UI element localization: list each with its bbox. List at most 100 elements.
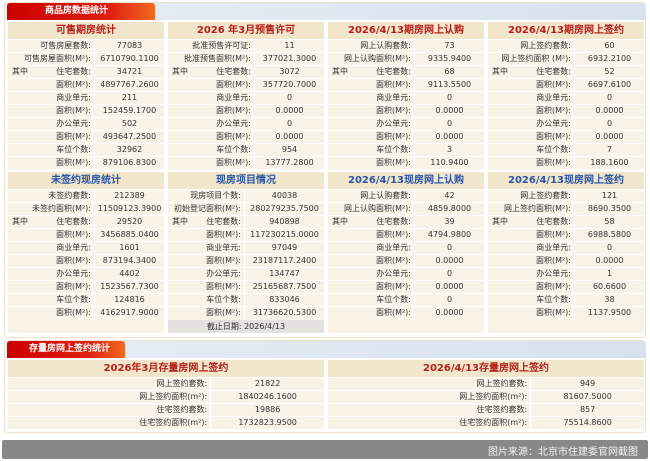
row-label: 商业单元: [536, 93, 571, 102]
row-value: 39 [414, 216, 484, 228]
stat-row: 现房项目个数: 40038 [168, 189, 324, 202]
row-label: 面积(M²): [375, 80, 411, 89]
row-label: 住宅签约面积(m²): [139, 418, 208, 427]
stat-row: 面积(M²): 1523567.7300 [8, 280, 164, 293]
row-value: 493647.2500 [94, 131, 164, 143]
row-value: 0.0000 [414, 255, 484, 267]
stat-row: 网上认购套数: 73 [328, 39, 484, 52]
row-value: 280279235.7500 [244, 203, 324, 215]
row-label: 面积(M²): [215, 158, 251, 167]
row-label: 车位个数: [56, 145, 91, 154]
row-prefix: 其中 [12, 217, 28, 226]
row-value: 110.9400 [414, 157, 484, 169]
stat-row: 办公单元: 0 [328, 117, 484, 130]
row-label: 面积(M²): [535, 256, 571, 265]
row-label: 可售房屋面积(M²): [23, 54, 91, 63]
row-value: 25165687.7500 [244, 281, 324, 293]
row-value: 1 [574, 268, 644, 280]
row-value: 32962 [94, 144, 164, 156]
stat-row: 住宅签约面积(m²): 1732823.9500 [8, 416, 324, 429]
row-value: 81607.5000 [530, 391, 644, 403]
stat-row: 其中 住宅套数: 3072 [168, 65, 324, 78]
caption-overlay: 图片来源：北京市住建委官网截图 [2, 440, 648, 459]
row-value: 97049 [244, 242, 324, 254]
row-value: 0.0000 [414, 307, 484, 319]
row-label: 面积(M²): [215, 106, 251, 115]
row-label: 面积(M²): [55, 230, 91, 239]
row-value: 13777.2800 [254, 157, 324, 169]
row-value: 0 [414, 294, 484, 306]
stat-row: 面积(M²): 0.0000 [488, 104, 644, 117]
cutoff-date: 截止日期: 2026/4/13 [168, 320, 324, 333]
row-value: 8690.3500 [574, 203, 644, 215]
row-label: 住宅套数: [376, 67, 411, 76]
row-label: 面积(M²): [55, 106, 91, 115]
row-value: 73 [414, 40, 484, 52]
row-label: 未签约面积(M²): [31, 204, 91, 213]
row-prefix: 其中 [492, 67, 508, 76]
row-label: 网上认购套数: [360, 191, 411, 200]
row-label: 办公单元: [56, 269, 91, 278]
stat-row: 面积(M²): 117230215.0000 [168, 228, 324, 241]
row-label: 面积(M²): [535, 80, 571, 89]
stat-row: 车位个数: 3 [328, 143, 484, 156]
row-label: 车位个数: [536, 295, 571, 304]
row-value: 4897767.2600 [94, 79, 164, 91]
row-value: 3456885.0400 [94, 229, 164, 241]
stats-panel: 2026/4/13存量房网上签约 网上签约套数: 949 网上签约面积(m²): 816… [328, 360, 644, 429]
stat-row: 面积(M²): 13777.2800 [168, 156, 324, 169]
row-value: 0.0000 [254, 131, 324, 143]
row-value: 0 [414, 268, 484, 280]
row-value: 3072 [254, 66, 324, 78]
row-label: 面积(M²): [215, 132, 251, 141]
stat-row: 车位个数: 38 [488, 293, 644, 306]
row-value: 940898 [244, 216, 324, 228]
row-label: 初始登记面积(M²): [173, 204, 241, 213]
row-label: 网上签约套数: [476, 379, 528, 388]
panel-title: 2026/4/13现房网上认购 [328, 172, 484, 189]
row-value: 0 [574, 92, 644, 104]
row-prefix: 其中 [172, 67, 188, 76]
stat-row: 车位个数: 7 [488, 143, 644, 156]
panel-title: 现房项目情况 [168, 172, 324, 189]
stat-row: 面积(M²): 0.0000 [488, 130, 644, 143]
row-value: 377021.3000 [254, 53, 324, 65]
stat-row: 商业单元: 0 [488, 241, 644, 254]
row-value: 879106.8300 [94, 157, 164, 169]
stats-panel: 可售期房统计 可售房屋套数: 77083 可售房屋面积(M²): 6710790.110… [8, 22, 164, 169]
row-label: 面积(M²): [535, 282, 571, 291]
stat-row: 网上认购套数: 42 [328, 189, 484, 202]
stat-row: 办公单元: 4402 [8, 267, 164, 280]
row-label: 面积(M²): [375, 132, 411, 141]
row-label: 现房项目个数: [190, 191, 241, 200]
stat-row: 车位个数: 954 [168, 143, 324, 156]
row-value: 0.0000 [414, 281, 484, 293]
section-header: 存量房网上签约统计 [5, 341, 645, 358]
row-prefix: 其中 [492, 217, 508, 226]
row-label: 车位个数: [376, 145, 411, 154]
row-value: 31736620.5300 [244, 307, 324, 319]
stat-row: 面积(M²): 493647.2500 [8, 130, 164, 143]
stat-row: 未签约面积(M²): 11509123.3900 [8, 202, 164, 215]
row-label: 商业单元: [536, 243, 571, 252]
row-value: 833046 [244, 294, 324, 306]
row-value: 75514.8600 [530, 417, 644, 429]
row-label: 面积(M²): [375, 308, 411, 317]
section-header: 商品房数据统计 [5, 3, 645, 20]
stats-panel: 2026/4/13期房网上认购 网上认购套数: 73 网上认购面积(M²): 9335.… [328, 22, 484, 169]
row-label: 可售房屋套数: [40, 41, 91, 50]
row-value: 11509123.3900 [94, 203, 164, 215]
row-value: 1840246.1600 [210, 391, 324, 403]
row-label: 面积(M²): [55, 80, 91, 89]
row-label: 办公单元: [536, 269, 571, 278]
row-label: 商业单元: [206, 243, 241, 252]
row-label: 面积(M²): [205, 230, 241, 239]
row-value: 873194.3400 [94, 255, 164, 267]
row-value: 29520 [94, 216, 164, 228]
stat-row: 网上签约套数: 949 [328, 377, 644, 390]
stat-row: 网上签约套数: 60 [488, 39, 644, 52]
row-label: 办公单元: [56, 119, 91, 128]
stat-row: 其中 住宅套数: 52 [488, 65, 644, 78]
row-value: 6697.6100 [574, 79, 644, 91]
row-value: 134747 [244, 268, 324, 280]
